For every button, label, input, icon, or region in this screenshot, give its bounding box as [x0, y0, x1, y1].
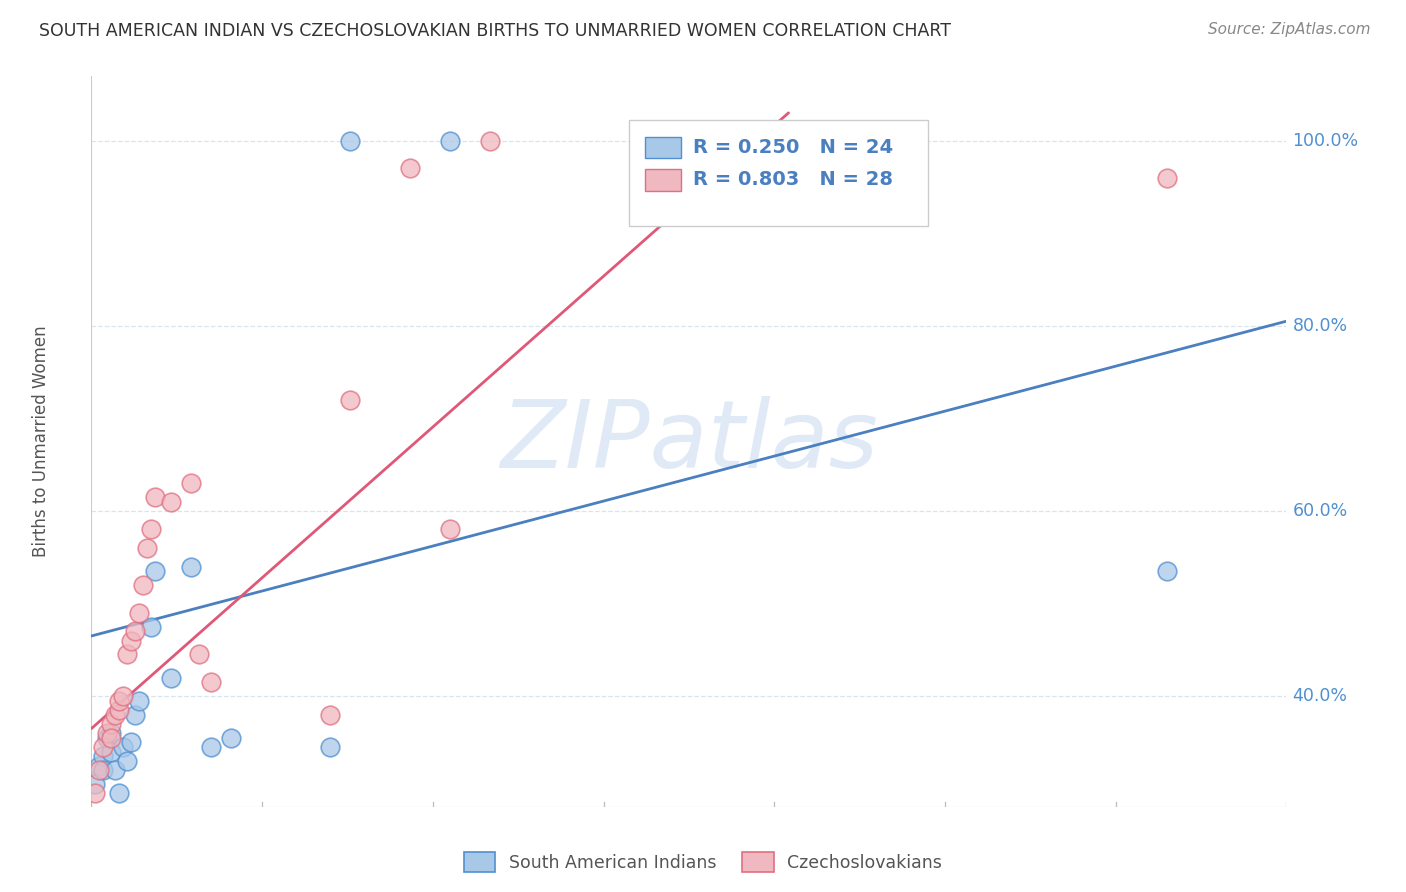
Point	[100, 731, 122, 745]
Text: Births to Unmarried Women: Births to Unmarried Women	[32, 326, 51, 558]
Point	[200, 740, 222, 755]
Point	[160, 671, 183, 685]
Point	[319, 740, 342, 755]
FancyBboxPatch shape	[645, 136, 681, 159]
Point	[93, 740, 115, 755]
Point	[104, 763, 127, 777]
Point	[108, 703, 131, 717]
Point	[128, 694, 150, 708]
Point	[112, 740, 135, 755]
Text: 80.0%: 80.0%	[1292, 317, 1347, 334]
Point	[96, 731, 118, 745]
Point	[439, 523, 461, 537]
Text: SOUTH AMERICAN INDIAN VS CZECHOSLOVAKIAN BIRTHS TO UNMARRIED WOMEN CORRELATION C: SOUTH AMERICAN INDIAN VS CZECHOSLOVAKIAN…	[39, 22, 952, 40]
Point	[1156, 170, 1178, 185]
Point	[100, 726, 122, 740]
Text: 100.0%: 100.0%	[1292, 132, 1358, 150]
FancyBboxPatch shape	[630, 120, 928, 226]
Point	[160, 494, 183, 508]
Point	[141, 620, 162, 634]
FancyBboxPatch shape	[645, 169, 681, 191]
Point	[339, 134, 361, 148]
Point	[141, 523, 162, 537]
Text: 40.0%: 40.0%	[1292, 687, 1347, 706]
Text: Source: ZipAtlas.com: Source: ZipAtlas.com	[1208, 22, 1371, 37]
Point	[319, 707, 342, 722]
Point	[93, 749, 115, 764]
Text: 60.0%: 60.0%	[1292, 502, 1348, 520]
Point	[108, 786, 131, 800]
Point	[136, 541, 159, 555]
Point	[100, 717, 122, 731]
Point	[112, 689, 135, 703]
Point	[399, 161, 422, 176]
Point	[115, 648, 138, 662]
Point	[143, 490, 166, 504]
Point	[89, 758, 111, 772]
Point	[339, 392, 361, 407]
Point	[124, 624, 146, 639]
Point	[219, 731, 242, 745]
Point	[115, 754, 138, 768]
Point	[180, 559, 202, 574]
Text: R = 0.803   N = 28: R = 0.803 N = 28	[693, 170, 893, 189]
Point	[104, 707, 127, 722]
Legend: South American Indians, Czechoslovakians: South American Indians, Czechoslovakians	[457, 845, 949, 879]
Point	[143, 564, 166, 578]
Point	[128, 606, 150, 620]
Point	[1156, 564, 1178, 578]
Point	[108, 694, 131, 708]
Text: R = 0.250   N = 24: R = 0.250 N = 24	[693, 138, 893, 157]
Point	[84, 777, 107, 791]
Point	[96, 726, 118, 740]
Point	[89, 763, 111, 777]
Point	[478, 134, 501, 148]
Text: ZIPatlas: ZIPatlas	[501, 396, 877, 487]
Point	[188, 648, 211, 662]
Point	[124, 707, 146, 722]
Point	[200, 675, 222, 690]
Point	[100, 745, 122, 759]
Point	[84, 786, 107, 800]
Point	[132, 578, 155, 592]
Point	[120, 735, 142, 749]
Point	[120, 633, 142, 648]
Point	[439, 134, 461, 148]
Point	[180, 476, 202, 491]
Point	[93, 763, 115, 777]
